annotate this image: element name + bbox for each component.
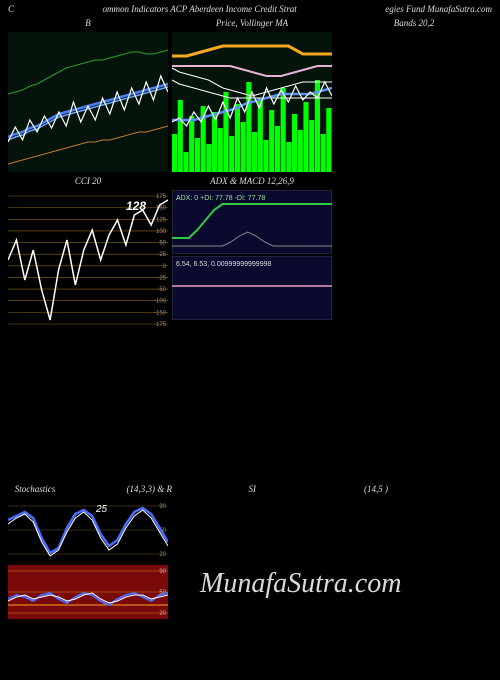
svg-text:175: 175 [156, 194, 167, 200]
chart-adx-top: ADX: 0 +DI: 77.78 -DI: 77.78 [172, 190, 332, 254]
svg-text:90: 90 [159, 504, 166, 510]
svg-text:-25: -25 [157, 275, 166, 281]
title-price: Price, Vollinger MA [172, 18, 332, 30]
title-stoch-r: (14,3,3) & R [66, 484, 172, 494]
svg-text:ADX: 0 +DI: 77.78 -DI: 77: ADX: 0 +DI: 77.78 -DI: 77.78 [176, 195, 265, 202]
svg-text:-175: -175 [154, 322, 167, 328]
panel-stoch: 90502025 905020 [8, 498, 168, 619]
title-adx: ADX & MACD 12,26,9 [172, 176, 332, 188]
hdr-left: C [8, 4, 14, 14]
chart-stoch-top: 90502025 [8, 498, 168, 562]
svg-text:-50: -50 [157, 287, 166, 293]
chart-cci: 17515012510050250-25-50-100-150-175128 [8, 190, 168, 330]
title-bands: Bands 20,2 [336, 18, 492, 30]
svg-text:20: 20 [159, 552, 166, 558]
chart-price [172, 32, 332, 172]
title-cci: CCI 20 [8, 176, 168, 188]
chart-adx-bot: 6.54, 6.53, 0.00999999999998 [172, 256, 332, 320]
panel-price: Price, Vollinger MA [172, 18, 332, 172]
title-bbands: B [8, 18, 168, 30]
svg-text:100: 100 [156, 229, 167, 235]
svg-text:25: 25 [95, 504, 108, 515]
row-1: B Price, Vollinger MA Bands 20,2 [0, 18, 500, 172]
svg-text:-150: -150 [154, 310, 167, 316]
title-stoch-si: SI [176, 484, 256, 494]
page-header: C ommon Indicators ACP Aberdeen Income C… [0, 0, 500, 18]
svg-text:25: 25 [159, 252, 166, 258]
svg-text:50: 50 [159, 241, 166, 247]
panel-bbands: B [8, 18, 168, 172]
hdr-mid: ommon Indicators ACP Aberdeen Income Cre… [102, 4, 296, 14]
hdr-right: egies Fund MunafaSutra.com [385, 4, 492, 14]
svg-text:20: 20 [159, 611, 166, 617]
svg-text:90: 90 [159, 569, 166, 575]
svg-text:125: 125 [156, 217, 167, 223]
panel-cci: CCI 20 17515012510050250-25-50-100-150-1… [8, 176, 168, 330]
svg-text:-100: -100 [154, 299, 167, 305]
title-stoch-p: (14,5 ) [260, 484, 492, 494]
row-stoch-title: Stochastics (14,3,3) & R SI (14,5 ) [0, 484, 500, 494]
panel-adx: ADX & MACD 12,26,9 ADX: 0 +DI: 77.78 -DI… [172, 176, 332, 330]
row-3: 90502025 905020 [0, 498, 500, 619]
chart-bbands [8, 32, 168, 172]
chart-stoch-bot: 905020 [8, 565, 168, 619]
svg-text:6.54, 6.53, 0.00999999999998: 6.54, 6.53, 0.00999999999998 [176, 261, 271, 268]
row-2: CCI 20 17515012510050250-25-50-100-150-1… [0, 176, 500, 330]
panel-bands-label: Bands 20,2 [336, 18, 492, 172]
title-stoch-l: Stochastics [8, 484, 62, 494]
svg-text:128: 128 [126, 199, 146, 213]
